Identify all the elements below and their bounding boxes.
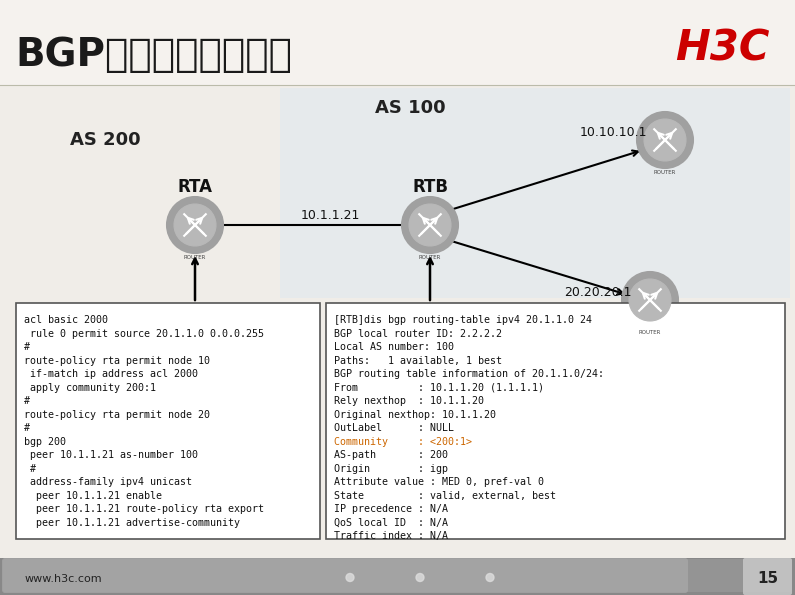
Text: acl basic 2000: acl basic 2000 — [24, 315, 108, 325]
FancyBboxPatch shape — [326, 303, 785, 539]
Circle shape — [409, 204, 451, 246]
FancyBboxPatch shape — [2, 558, 688, 593]
Circle shape — [629, 279, 671, 321]
Text: Origin        : igp: Origin : igp — [334, 464, 448, 474]
Text: State         : valid, external, best: State : valid, external, best — [334, 490, 556, 500]
Circle shape — [486, 574, 494, 581]
Circle shape — [644, 119, 686, 161]
Circle shape — [167, 197, 223, 253]
Text: route-policy rta permit node 20: route-policy rta permit node 20 — [24, 409, 210, 419]
Text: BGP团体属性配置示例: BGP团体属性配置示例 — [15, 36, 292, 74]
Text: QoS local ID  : N/A: QoS local ID : N/A — [334, 518, 448, 528]
Text: address-family ipv4 unicast: address-family ipv4 unicast — [24, 477, 192, 487]
Text: rule 0 permit source 20.1.1.0 0.0.0.255: rule 0 permit source 20.1.1.0 0.0.0.255 — [24, 328, 264, 339]
Text: [RTB]dis bgp routing-table ipv4 20.1.1.0 24: [RTB]dis bgp routing-table ipv4 20.1.1.0… — [334, 315, 592, 325]
Text: ROUTER: ROUTER — [184, 255, 206, 260]
Text: BGP local router ID: 2.2.2.2: BGP local router ID: 2.2.2.2 — [334, 328, 502, 339]
Text: apply community 200:1: apply community 200:1 — [24, 383, 156, 393]
Text: From          : 10.1.1.20 (1.1.1.1): From : 10.1.1.20 (1.1.1.1) — [334, 383, 544, 393]
FancyBboxPatch shape — [3, 559, 792, 592]
FancyBboxPatch shape — [3, 559, 792, 592]
Text: Rely nexthop  : 10.1.1.20: Rely nexthop : 10.1.1.20 — [334, 396, 484, 406]
Text: peer 10.1.1.21 enable: peer 10.1.1.21 enable — [24, 490, 162, 500]
Circle shape — [622, 272, 678, 328]
Text: 15: 15 — [758, 571, 778, 586]
Text: www.h3c.com: www.h3c.com — [25, 574, 103, 584]
Text: RTB: RTB — [412, 178, 448, 196]
FancyBboxPatch shape — [0, 0, 795, 85]
Text: AS 100: AS 100 — [374, 99, 445, 117]
Text: OutLabel      : NULL: OutLabel : NULL — [334, 423, 454, 433]
Text: route-policy rta permit node 10: route-policy rta permit node 10 — [24, 355, 210, 365]
Text: Local AS number: 100: Local AS number: 100 — [334, 342, 454, 352]
FancyBboxPatch shape — [280, 88, 790, 298]
Text: ROUTER: ROUTER — [653, 170, 677, 175]
Circle shape — [346, 574, 354, 581]
Circle shape — [416, 574, 424, 581]
Text: Traffic index : N/A: Traffic index : N/A — [334, 531, 448, 541]
Circle shape — [402, 197, 458, 253]
Text: #: # — [24, 342, 30, 352]
Text: AS-path       : 200: AS-path : 200 — [334, 450, 448, 460]
Text: ROUTER: ROUTER — [419, 255, 441, 260]
Text: 10.1.1.21: 10.1.1.21 — [301, 208, 359, 221]
Text: IP precedence : N/A: IP precedence : N/A — [334, 504, 448, 514]
Circle shape — [174, 204, 216, 246]
Text: AS 200: AS 200 — [70, 131, 140, 149]
FancyBboxPatch shape — [0, 558, 795, 595]
Circle shape — [637, 112, 693, 168]
Text: Original nexthop: 10.1.1.20: Original nexthop: 10.1.1.20 — [334, 409, 496, 419]
Text: #: # — [24, 396, 30, 406]
Text: peer 10.1.1.21 as-number 100: peer 10.1.1.21 as-number 100 — [24, 450, 198, 460]
Text: peer 10.1.1.21 advertise-community: peer 10.1.1.21 advertise-community — [24, 518, 240, 528]
Text: RTA: RTA — [177, 178, 212, 196]
Text: if-match ip address acl 2000: if-match ip address acl 2000 — [24, 369, 198, 379]
FancyBboxPatch shape — [743, 558, 792, 595]
Text: Community     : <200:1>: Community : <200:1> — [334, 437, 472, 446]
FancyBboxPatch shape — [16, 303, 320, 539]
Text: H3C: H3C — [676, 27, 770, 69]
Text: BGP routing table information of 20.1.1.0/24:: BGP routing table information of 20.1.1.… — [334, 369, 604, 379]
Text: #: # — [24, 464, 36, 474]
Text: Attribute value : MED 0, pref-val 0: Attribute value : MED 0, pref-val 0 — [334, 477, 544, 487]
Text: #: # — [24, 423, 30, 433]
Text: 10.10.10.1: 10.10.10.1 — [580, 126, 647, 139]
Text: peer 10.1.1.21 route-policy rta export: peer 10.1.1.21 route-policy rta export — [24, 504, 264, 514]
Text: ROUTER: ROUTER — [639, 330, 661, 335]
Text: Paths:   1 available, 1 best: Paths: 1 available, 1 best — [334, 355, 502, 365]
Text: 20.20.20.1: 20.20.20.1 — [564, 286, 632, 299]
FancyBboxPatch shape — [3, 559, 792, 592]
Text: bgp 200: bgp 200 — [24, 437, 66, 446]
